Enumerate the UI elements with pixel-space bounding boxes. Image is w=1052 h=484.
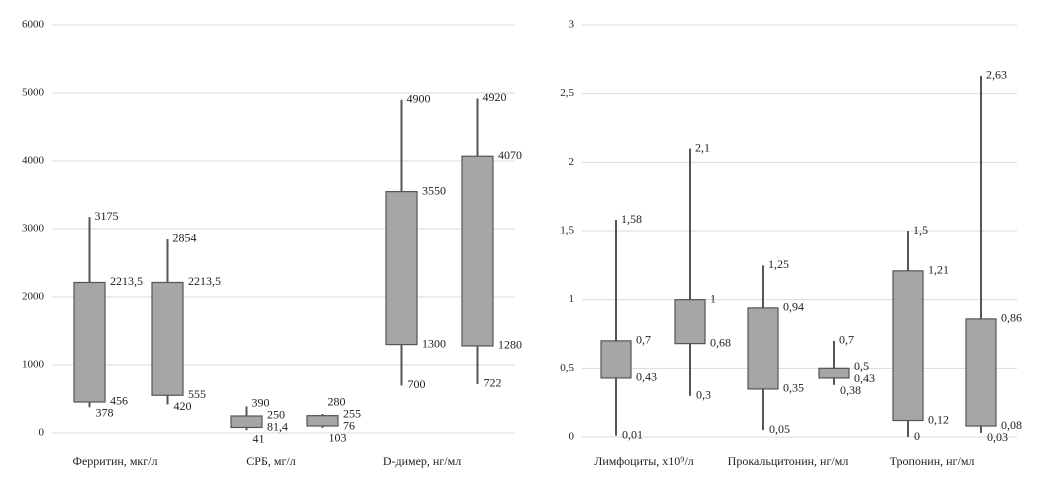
label-min-0-3: 103 (329, 431, 347, 445)
y-tick-label-1-3: 1,5 (560, 225, 574, 237)
label-max-0-1: 2854 (173, 231, 197, 245)
box-1-5 (965, 318, 997, 427)
box-1-2 (747, 307, 779, 390)
label-max-0-4: 4900 (407, 92, 431, 106)
label-q1-1-3: 0,43 (854, 371, 875, 385)
label-min-1-1: 0,3 (696, 388, 711, 402)
box-1-1 (674, 299, 706, 345)
y-tick-label-1-2: 1 (569, 293, 575, 305)
label-q1-0-1: 555 (188, 387, 206, 401)
label-q3-1-3: 0,5 (854, 359, 869, 373)
label-min-0-4: 700 (408, 377, 426, 391)
box-0-4 (385, 191, 418, 346)
label-max-0-5: 4920 (483, 90, 507, 104)
box-1-4 (892, 270, 924, 422)
y-tick-label-1-5: 2,5 (560, 87, 574, 99)
label-q1-1-5: 0,08 (1001, 418, 1022, 432)
label-q3-1-5: 0,86 (1001, 311, 1022, 325)
label-q3-0-0: 2213,5 (110, 274, 143, 288)
box-0-3 (306, 415, 339, 427)
label-q1-0-3: 76 (343, 419, 355, 433)
label-max-0-2: 390 (252, 395, 270, 409)
category-label-0-0: Ферритин, мкг/л (73, 454, 158, 468)
y-tick-label-0-2: 2000 (22, 291, 45, 303)
label-max-0-0: 3175 (95, 209, 119, 223)
label-q1-1-1: 0,68 (710, 335, 731, 349)
category-label-0-2: D-димер, нг/мл (383, 454, 461, 468)
label-min-1-3: 0,38 (840, 383, 861, 397)
label-q3-1-4: 1,21 (928, 263, 949, 277)
label-min-1-5: 0,03 (987, 430, 1008, 444)
label-max-0-3: 280 (328, 395, 346, 409)
y-tick-label-0-4: 4000 (22, 155, 45, 167)
label-q1-0-0: 456 (110, 394, 128, 408)
label-q3-1-0: 0,7 (636, 333, 651, 347)
y-tick-label-0-1: 1000 (22, 359, 45, 371)
label-min-1-2: 0,05 (769, 422, 790, 436)
label-q1-0-5: 1280 (498, 338, 522, 352)
label-max-1-3: 0,7 (839, 333, 854, 347)
label-min-1-4: 0 (914, 429, 920, 443)
label-min-0-5: 722 (484, 376, 502, 390)
label-min-0-0: 378 (96, 406, 114, 420)
box-0-0 (73, 281, 106, 403)
label-max-1-0: 1,58 (621, 212, 642, 226)
label-q3-0-4: 3550 (422, 183, 446, 197)
label-q1-0-2: 81,4 (267, 419, 288, 433)
label-max-1-2: 1,25 (768, 257, 789, 271)
label-q3-0-5: 4070 (498, 148, 522, 162)
category-label-0-1: СРБ, мг/л (246, 454, 295, 468)
label-q3-0-2: 250 (267, 407, 285, 421)
label-max-1-5: 2,63 (986, 68, 1007, 82)
y-tick-label-0-3: 3000 (22, 223, 45, 235)
y-tick-label-0-0: 0 (39, 427, 45, 439)
label-q1-1-0: 0,43 (636, 370, 657, 384)
label-q3-0-3: 255 (343, 407, 361, 421)
label-min-0-1: 420 (174, 399, 192, 413)
y-tick-label-1-1: 0,5 (560, 362, 574, 374)
label-q3-1-1: 1 (710, 291, 716, 305)
category-label-1-1: Прокальцитонин, нг/мл (728, 454, 849, 468)
label-min-1-0: 0,01 (622, 427, 643, 441)
category-label-1-2: Тропонин, нг/мл (890, 454, 975, 468)
box-0-5 (461, 155, 494, 347)
label-q1-1-2: 0,35 (783, 381, 804, 395)
label-max-1-4: 1,5 (913, 223, 928, 237)
category-label-1-0: Лимфоциты, х10⁹/л (594, 454, 694, 468)
label-q1-0-4: 1300 (422, 336, 446, 350)
label-q3-1-2: 0,94 (783, 300, 804, 314)
y-tick-label-0-5: 5000 (22, 87, 45, 99)
box-0-1 (151, 281, 184, 396)
box-1-3 (818, 367, 850, 379)
y-tick-label-1-0: 0 (569, 431, 575, 443)
label-q1-1-4: 0,12 (928, 412, 949, 426)
y-tick-label-1-6: 3 (569, 19, 575, 31)
label-min-0-2: 41 (253, 431, 265, 445)
y-tick-label-1-4: 2 (569, 156, 575, 168)
box-1-0 (600, 340, 632, 379)
label-max-1-1: 2,1 (695, 140, 710, 154)
label-q3-0-1: 2213,5 (188, 274, 221, 288)
box-0-2 (230, 415, 263, 429)
y-tick-label-0-6: 6000 (22, 19, 45, 31)
